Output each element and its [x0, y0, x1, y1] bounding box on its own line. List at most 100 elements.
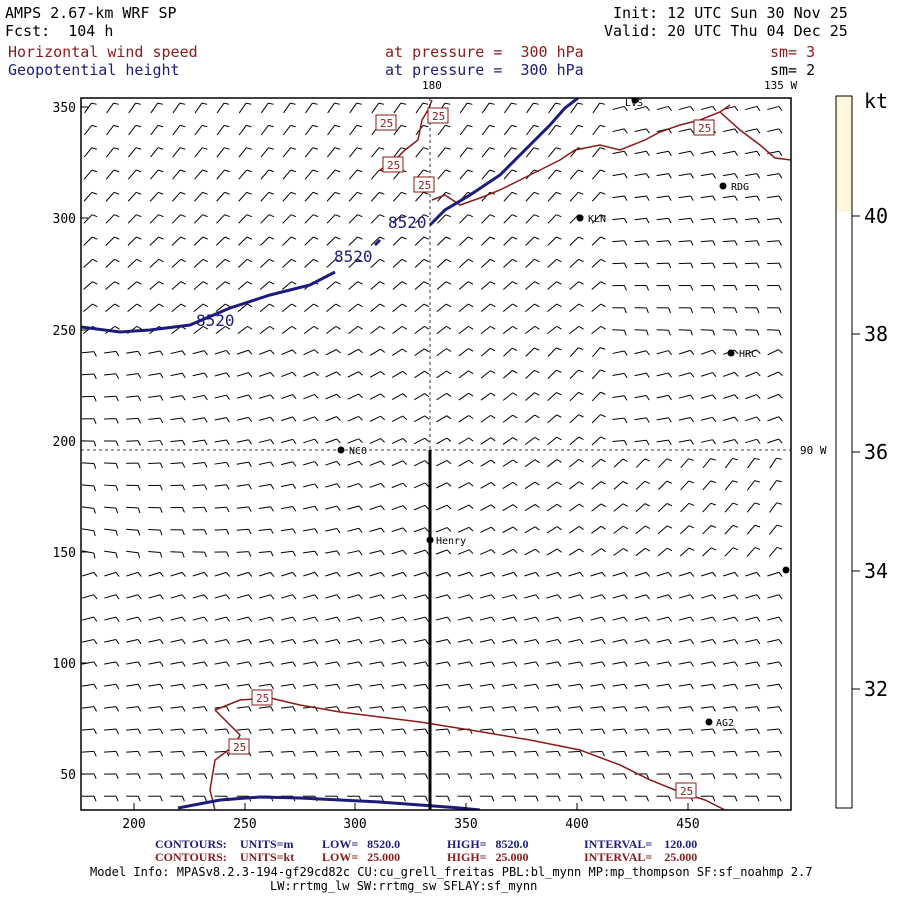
wind-barb-flag [226, 706, 230, 712]
wind-barb [722, 173, 735, 177]
wind-barb-flag [690, 616, 695, 622]
wind-barb-flag [776, 546, 783, 550]
wind-barb [172, 192, 181, 202]
wind-barb-flag [93, 508, 96, 514]
wind-barb [215, 303, 226, 312]
wind-barb-flag [666, 525, 673, 529]
wind-barb [237, 303, 248, 312]
wind-barb [105, 303, 116, 312]
wind-barb [591, 414, 601, 424]
wind-barb-flag [181, 572, 186, 577]
wind-barb [501, 594, 514, 599]
wind-barb-flag [180, 258, 186, 263]
wind-barb-flag [292, 551, 296, 557]
wind-barb-flag [270, 616, 275, 622]
wind-barb-flag [137, 796, 141, 802]
wind-barb-flag [401, 236, 407, 240]
wind-barb [236, 484, 249, 487]
wind-barb [547, 214, 557, 224]
wind-barb [326, 281, 336, 290]
wind-barb [700, 329, 713, 331]
wind-barb [214, 571, 227, 577]
wind-barb-flag [136, 303, 142, 308]
wind-barb-flag [668, 285, 672, 291]
wind-barb [282, 147, 292, 158]
colorbar-tick-label: 34 [864, 559, 888, 583]
wind-barb [236, 661, 249, 665]
wind-barb-flag [226, 684, 230, 690]
wind-barb [393, 147, 402, 158]
wind-barb-flag [180, 214, 186, 218]
wind-barb [678, 639, 691, 643]
wind-barb-flag [270, 728, 274, 735]
wind-barb [260, 147, 269, 158]
wind-barb-flag [491, 572, 496, 577]
wind-barb-flag [137, 751, 141, 757]
wind-barb [148, 683, 161, 687]
wind-barb-flag [778, 128, 783, 134]
wind-barb-flag [335, 281, 341, 285]
wind-barb [767, 571, 779, 577]
wind-barb [106, 125, 115, 136]
wind-barb-flag [467, 258, 474, 263]
wind-barb-flag [734, 349, 739, 355]
wind-barb-flag [91, 214, 98, 218]
wind-barb [722, 683, 735, 687]
wind-barb [457, 683, 470, 687]
wind-barb-flag [734, 706, 738, 712]
wind-barb-flag [181, 395, 186, 401]
wind-barb-flag [379, 325, 385, 330]
wind-barb [414, 370, 425, 379]
wind-barb [700, 571, 713, 577]
wind-barb-flag [181, 372, 186, 378]
wind-barb [415, 102, 424, 114]
wind-barb-flag [667, 106, 673, 112]
wind-barb-flag [469, 661, 473, 667]
wind-barb-flag [712, 439, 717, 445]
wind-barb-flag [225, 594, 231, 600]
wind-barb-flag [623, 106, 628, 112]
wind-barb [724, 525, 734, 535]
wind-barb [258, 416, 271, 421]
wind-barb-flag [158, 236, 164, 240]
colorbar-tick-label: 32 [864, 677, 888, 701]
wind-barb-flag [115, 773, 119, 779]
wind-barb [347, 616, 360, 621]
wind-barb-flag [290, 102, 296, 105]
wind-barb [502, 303, 513, 312]
wind-barb [391, 594, 404, 599]
wind-barb-flag [380, 415, 386, 421]
wind-barb-flag [533, 214, 540, 218]
wind-barb [479, 728, 492, 731]
wind-barb [503, 258, 513, 268]
wind-barb [83, 303, 93, 312]
wind-barb [547, 325, 558, 335]
wind-barb-flag [425, 751, 429, 757]
wind-barb-flag [534, 236, 540, 240]
wind-barb [634, 706, 647, 709]
wind-barb-flag [204, 728, 208, 735]
wind-barb [722, 329, 735, 331]
wind-barb [236, 461, 249, 465]
x-tick-label: 250 [233, 817, 256, 832]
wind-barb-flag [246, 124, 252, 128]
wind-barb [502, 504, 514, 512]
wind-barb-flag [578, 391, 584, 396]
wind-barb [592, 102, 601, 114]
wind-barb-flag [577, 102, 583, 105]
wind-barb-flag [533, 102, 539, 105]
wind-barb-flag [491, 773, 495, 779]
wind-barb-flag [402, 438, 408, 443]
wind-barb [369, 639, 382, 643]
wind-barb-flag [270, 551, 274, 557]
wind-barb-flag [357, 191, 363, 195]
wind-barb [413, 571, 426, 577]
wind-barb-flag [203, 684, 208, 690]
wind-barb-flag [690, 639, 695, 645]
wind-barb-flag [446, 549, 452, 555]
wind-barb [700, 594, 713, 599]
wind-barb-flag [401, 214, 407, 218]
wind-barb-flag [159, 395, 164, 401]
wind-barb-flag [445, 281, 452, 285]
wind-barb [149, 214, 159, 224]
